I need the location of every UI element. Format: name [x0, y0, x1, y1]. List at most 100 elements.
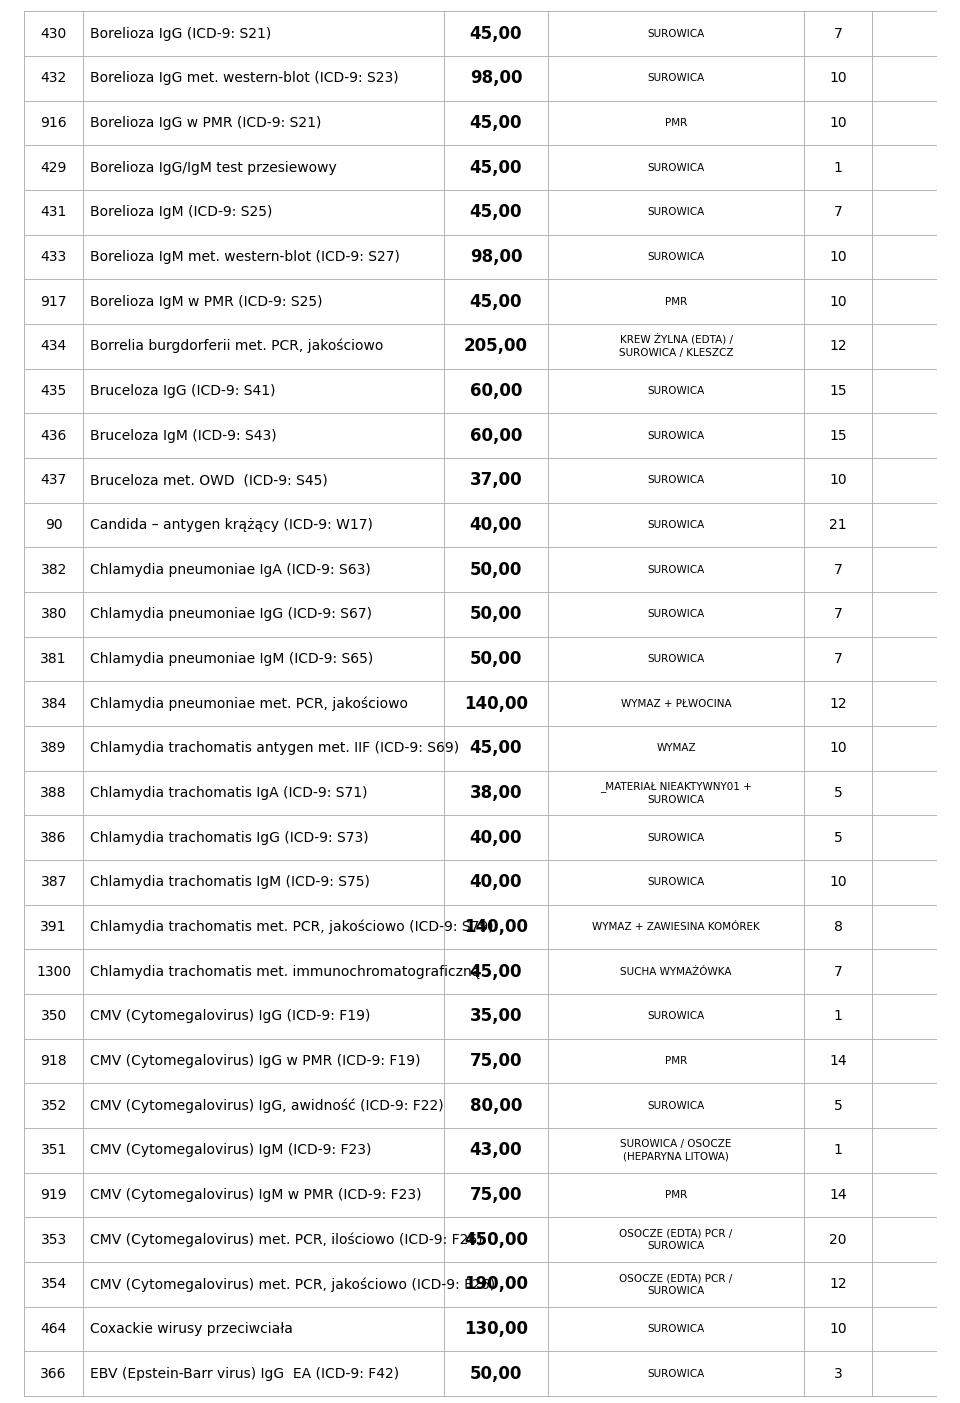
Text: 353: 353: [40, 1233, 67, 1247]
Text: 381: 381: [40, 652, 67, 666]
Text: 916: 916: [40, 116, 67, 130]
Text: 917: 917: [40, 295, 67, 309]
Text: 50,00: 50,00: [469, 1365, 522, 1382]
Text: 60,00: 60,00: [469, 382, 522, 400]
Text: OSOCZE (EDTA) PCR /
SUROWICA: OSOCZE (EDTA) PCR / SUROWICA: [619, 1229, 732, 1251]
Text: SUROWICA: SUROWICA: [647, 476, 705, 485]
Text: 21: 21: [829, 518, 847, 532]
Text: 432: 432: [40, 72, 67, 86]
Text: WYMAZ + PŁWOCINA: WYMAZ + PŁWOCINA: [621, 699, 732, 709]
Text: KREW ŻYLNA (EDTA) /
SUROWICA / KLESZCZ: KREW ŻYLNA (EDTA) / SUROWICA / KLESZCZ: [619, 334, 733, 358]
Text: Borelioza IgM (ICD-9: S25): Borelioza IgM (ICD-9: S25): [90, 205, 273, 219]
Text: SUROWICA: SUROWICA: [647, 208, 705, 217]
Text: 391: 391: [40, 920, 67, 934]
Text: 431: 431: [40, 205, 67, 219]
Text: SUROWICA: SUROWICA: [647, 1369, 705, 1379]
Text: SUROWICA: SUROWICA: [647, 1324, 705, 1334]
Text: Chlamydia pneumoniae IgM (ICD-9: S65): Chlamydia pneumoniae IgM (ICD-9: S65): [90, 652, 373, 666]
Text: 40,00: 40,00: [469, 829, 522, 846]
Text: 382: 382: [40, 563, 67, 577]
Text: 1300: 1300: [36, 965, 71, 979]
Text: CMV (Cytomegalovirus) IgG (ICD-9: F19): CMV (Cytomegalovirus) IgG (ICD-9: F19): [90, 1009, 371, 1023]
Text: 384: 384: [40, 697, 67, 710]
Text: 40,00: 40,00: [469, 516, 522, 535]
Text: 3: 3: [833, 1367, 842, 1381]
Text: 45,00: 45,00: [469, 203, 522, 222]
Text: SUROWICA: SUROWICA: [647, 609, 705, 619]
Text: 5: 5: [833, 1099, 842, 1113]
Text: PMR: PMR: [665, 1056, 687, 1066]
Text: 10: 10: [829, 741, 847, 755]
Text: 7: 7: [833, 965, 842, 979]
Text: 5: 5: [833, 831, 842, 845]
Text: Borrelia burgdorferii met. PCR, jakościowo: Borrelia burgdorferii met. PCR, jakościo…: [90, 340, 383, 354]
Text: Borelioza IgG (ICD-9: S21): Borelioza IgG (ICD-9: S21): [90, 27, 272, 41]
Text: 50,00: 50,00: [469, 650, 522, 668]
Text: 43,00: 43,00: [469, 1141, 522, 1159]
Text: 45,00: 45,00: [469, 293, 522, 310]
Text: 435: 435: [40, 384, 67, 398]
Text: SUROWICA: SUROWICA: [647, 521, 705, 530]
Text: 45,00: 45,00: [469, 159, 522, 177]
Text: SUROWICA: SUROWICA: [647, 654, 705, 664]
Text: SUROWICA: SUROWICA: [647, 386, 705, 396]
Text: WYMAZ + ZAWIESINA KOMÓREK: WYMAZ + ZAWIESINA KOMÓREK: [592, 922, 760, 932]
Text: SUROWICA: SUROWICA: [647, 253, 705, 262]
Text: 98,00: 98,00: [469, 248, 522, 267]
Text: CMV (Cytomegalovirus) met. PCR, jakościowo (ICD-9: F26): CMV (Cytomegalovirus) met. PCR, jakościo…: [90, 1277, 495, 1292]
Text: 437: 437: [40, 473, 67, 487]
Text: WYMAZ: WYMAZ: [657, 744, 696, 753]
Text: OSOCZE (EDTA) PCR /
SUROWICA: OSOCZE (EDTA) PCR / SUROWICA: [619, 1273, 732, 1295]
Text: 7: 7: [833, 607, 842, 622]
Text: 10: 10: [829, 473, 847, 487]
Text: 436: 436: [40, 428, 67, 442]
Text: 386: 386: [40, 831, 67, 845]
Text: 389: 389: [40, 741, 67, 755]
Text: 10: 10: [829, 1322, 847, 1336]
Text: Borelioza IgM w PMR (ICD-9: S25): Borelioza IgM w PMR (ICD-9: S25): [90, 295, 323, 309]
Text: CMV (Cytomegalovirus) IgG w PMR (ICD-9: F19): CMV (Cytomegalovirus) IgG w PMR (ICD-9: …: [90, 1054, 420, 1068]
Text: 80,00: 80,00: [469, 1097, 522, 1114]
Text: 40,00: 40,00: [469, 873, 522, 891]
Text: EBV (Epstein-Barr virus) IgG  EA (ICD-9: F42): EBV (Epstein-Barr virus) IgG EA (ICD-9: …: [90, 1367, 399, 1381]
Text: Chlamydia trachomatis IgG (ICD-9: S73): Chlamydia trachomatis IgG (ICD-9: S73): [90, 831, 369, 845]
Text: 7: 7: [833, 205, 842, 219]
Text: PMR: PMR: [665, 296, 687, 307]
Text: 354: 354: [40, 1277, 67, 1291]
Text: 1: 1: [833, 160, 842, 174]
Text: 12: 12: [829, 340, 847, 354]
Text: 918: 918: [40, 1054, 67, 1068]
Text: SUROWICA: SUROWICA: [647, 564, 705, 575]
Text: SUROWICA: SUROWICA: [647, 1100, 705, 1111]
Text: 351: 351: [40, 1143, 67, 1157]
Text: 205,00: 205,00: [464, 337, 528, 355]
Text: SUROWICA: SUROWICA: [647, 877, 705, 887]
Text: 90: 90: [45, 518, 62, 532]
Text: 15: 15: [829, 384, 847, 398]
Text: 38,00: 38,00: [469, 784, 522, 803]
Text: 190,00: 190,00: [464, 1275, 528, 1294]
Text: CMV (Cytomegalovirus) IgG, awidność (ICD-9: F22): CMV (Cytomegalovirus) IgG, awidność (ICD…: [90, 1099, 444, 1113]
Text: 35,00: 35,00: [469, 1007, 522, 1026]
Text: SUROWICA: SUROWICA: [647, 163, 705, 173]
Text: 919: 919: [40, 1188, 67, 1202]
Text: 10: 10: [829, 116, 847, 130]
Text: Chlamydia pneumoniae met. PCR, jakościowo: Chlamydia pneumoniae met. PCR, jakościow…: [90, 696, 408, 711]
Text: 37,00: 37,00: [469, 471, 522, 490]
Text: 10: 10: [829, 875, 847, 890]
Text: SUROWICA: SUROWICA: [647, 431, 705, 441]
Text: Bruceloza met. OWD  (ICD-9: S45): Bruceloza met. OWD (ICD-9: S45): [90, 473, 327, 487]
Text: 8: 8: [833, 920, 842, 934]
Text: 388: 388: [40, 786, 67, 800]
Text: 464: 464: [40, 1322, 67, 1336]
Text: Chlamydia trachomatis IgM (ICD-9: S75): Chlamydia trachomatis IgM (ICD-9: S75): [90, 875, 370, 890]
Text: 75,00: 75,00: [469, 1186, 522, 1204]
Text: 45,00: 45,00: [469, 114, 522, 132]
Text: Bruceloza IgG (ICD-9: S41): Bruceloza IgG (ICD-9: S41): [90, 384, 276, 398]
Text: 45,00: 45,00: [469, 962, 522, 981]
Text: Borelioza IgM met. western-blot (ICD-9: S27): Borelioza IgM met. western-blot (ICD-9: …: [90, 250, 400, 264]
Text: PMR: PMR: [665, 118, 687, 128]
Text: 7: 7: [833, 652, 842, 666]
Text: 1: 1: [833, 1009, 842, 1023]
Text: Borelioza IgG met. western-blot (ICD-9: S23): Borelioza IgG met. western-blot (ICD-9: …: [90, 72, 398, 86]
